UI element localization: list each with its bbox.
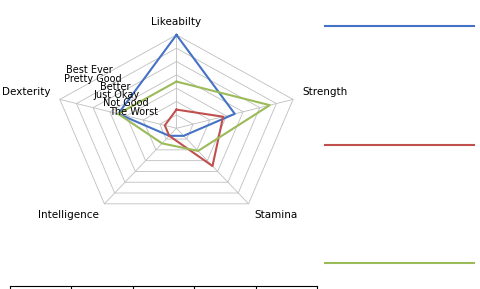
Text: Just Okay: Just Okay (94, 90, 140, 100)
Text: Dexterity: Dexterity (2, 87, 50, 97)
Text: Pretty Good: Pretty Good (64, 74, 121, 84)
Text: Better: Better (100, 82, 131, 92)
Text: Stamina: Stamina (254, 210, 297, 220)
Text: Best Ever: Best Ever (65, 65, 112, 75)
Text: Likeabilty: Likeabilty (151, 17, 201, 27)
Text: The Worst: The Worst (109, 107, 158, 117)
Text: Not Good: Not Good (103, 99, 149, 108)
Text: Strength: Strength (302, 87, 347, 97)
Text: Intelligence: Intelligence (37, 210, 98, 220)
